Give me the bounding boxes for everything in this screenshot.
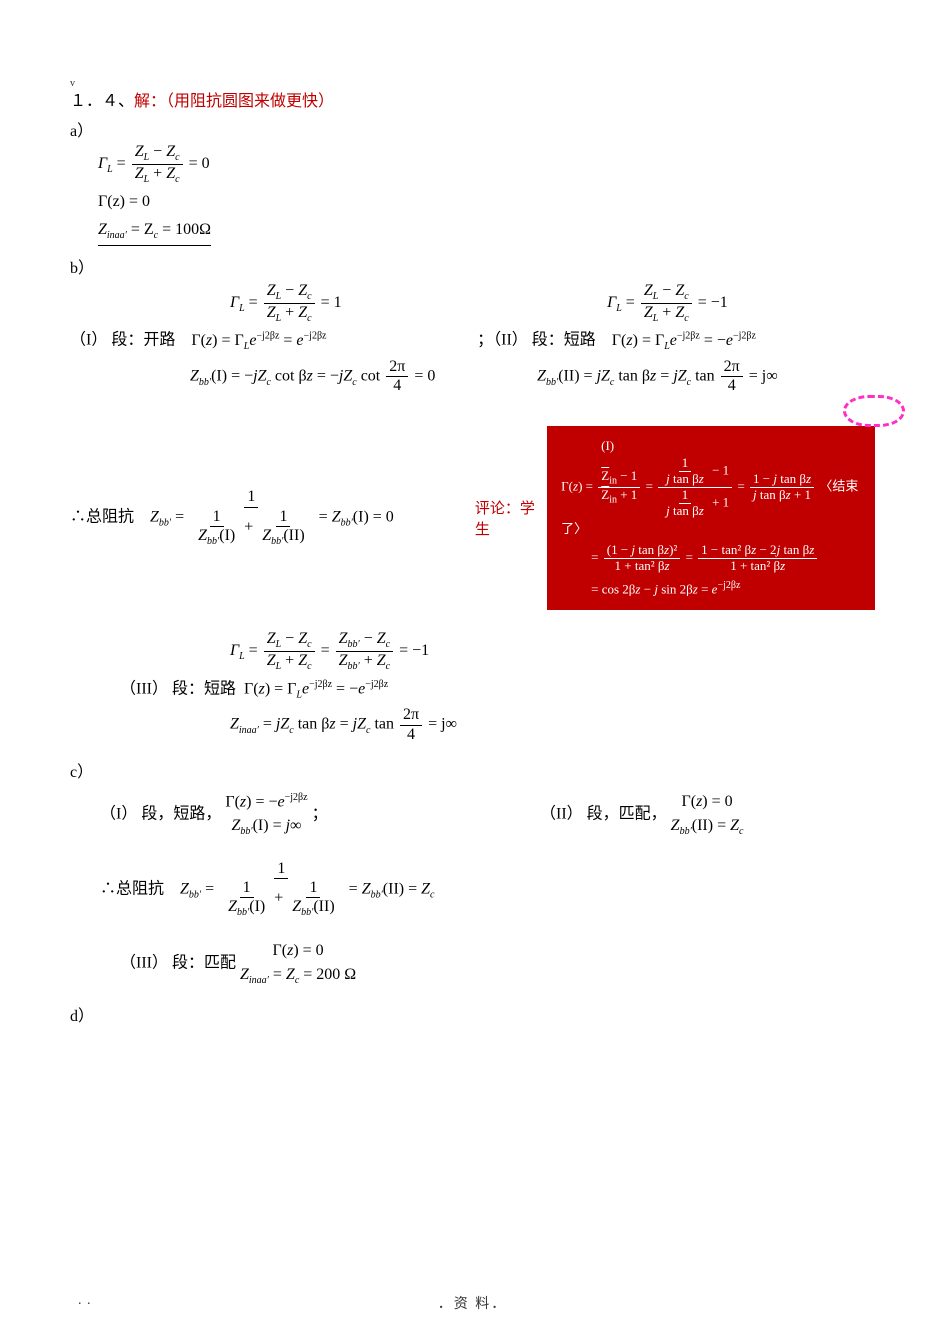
b-total-and-redbox-row: ∴总阻抗 Zbb′ = 1 1Zbb′(I) + 1Zbb′(II) = Zbb… <box>70 426 875 611</box>
b3-gammaL-rhs: = −1 <box>395 642 429 659</box>
b-short-zbb: Zbb′(II) = jZc tan βz = jZc tan 2π4 = j∞ <box>537 358 875 396</box>
cot-arg-den: 4 <box>390 377 404 395</box>
c-III: （III） 段：匹配 Γ(z) = 0 Zinaa′ = Zc = 200 Ω <box>120 939 875 988</box>
b-open-gz-row: （I） 段：开路 Γ(z) = ΓLe−j2βz = e−j2βz <box>70 328 477 354</box>
c-row1: （I） 段，短路， Γ(z) = −e−j2βz Zbb′(I) = j∞ ； … <box>70 790 875 840</box>
label-d: d） <box>70 1002 875 1026</box>
b-total-num: 1 <box>244 488 258 507</box>
part-b-open-col: ΓL = ZL − Zc ZL + Zc = 1 （I） 段：开路 Γ(z) =… <box>70 282 477 396</box>
page: v １．４、解：（用阻抗圆图来做更快） a） ΓL = ZL − Zc ZL +… <box>0 0 945 1337</box>
tan-arg-den: 4 <box>725 377 739 395</box>
label-a: a） <box>70 117 875 141</box>
part-a-eq2: Γ(z) = 0 <box>98 190 875 214</box>
b-short-gammaL: ΓL = ZL − Zc ZL + Zc = −1 <box>607 282 875 324</box>
c-I-label: （I） 段，短路， <box>100 805 221 822</box>
za-eq3-rhs: = 100Ω <box>158 221 211 238</box>
page-footer: . . ．资 料． <box>0 1293 945 1313</box>
b-open-gammaL: ΓL = ZL − Zc ZL + Zc = 1 <box>230 282 477 324</box>
b-short-zbb-tail: = j∞ <box>749 367 778 384</box>
part-a-eq1: ΓL = ZL − Zc ZL + Zc = 0 <box>98 143 875 185</box>
b-open-label: （I） 段：开路 <box>70 332 175 349</box>
c-I-semicolon: ； <box>312 805 328 822</box>
c-II-label: （II） 段，匹配， <box>540 805 667 822</box>
problem-header: １．４、解：（用阻抗圆图来做更快） <box>70 91 875 113</box>
cot-arg-num: 2π <box>386 358 408 377</box>
b3-zin: Zinaa′ = jZc tan βz = jZc tan 2π4 = j∞ <box>230 706 875 744</box>
redbox-line2: = (1 − j tan βz)² 1 + tan² βz = 1 − tan²… <box>591 543 861 574</box>
b-open-zbb-tail: = 0 <box>414 367 435 384</box>
hint-text: （用阻抗圆图来做更快） <box>166 93 334 110</box>
c-III-label: （III） 段：匹配 <box>120 954 236 971</box>
tan-arg-num: 2π <box>721 358 743 377</box>
b-short-gammaL-rhs: = −1 <box>694 294 728 311</box>
b-total-plus: + <box>244 518 257 535</box>
b-short-label: ；（II） 段：短路 <box>477 332 596 349</box>
c-total: ∴总阻抗 Zbb′ = 1 1Zbb′(I) + 1Zbb′(II) = Zbb… <box>100 860 875 919</box>
footer-center: ．资 料． <box>438 1297 508 1312</box>
solution-word: 解： <box>134 93 166 110</box>
label-b: b） <box>70 254 875 278</box>
b-total: ∴总阻抗 Zbb′ = 1 1Zbb′(I) + 1Zbb′(II) = Zbb… <box>70 488 475 547</box>
part-a-eq3: Zinaa′ = Zc = 100Ω <box>98 218 875 246</box>
redbox: (I) Γ(z) = Zin − 1 Zin + 1 = 1j tan βz −… <box>547 426 875 611</box>
b-open-gammaL-rhs: = 1 <box>317 294 342 311</box>
comment-and-redbox: 评论：学生 (I) Γ(z) = Zin − 1 Zin + 1 = 1j ta… <box>475 426 875 611</box>
c-II: （II） 段，匹配， Γ(z) = 0 Zbb′(II) = Zc <box>540 790 743 839</box>
footer-left: . . <box>78 1293 92 1309</box>
highlight-mark-icon <box>843 395 905 427</box>
za-eq3-mid: = Z <box>131 221 154 238</box>
c-therefore: ∴总阻抗 <box>100 880 164 897</box>
part-b-short-col: ΓL = ZL − Zc ZL + Zc = −1 ；（II） 段：短路 Γ(z… <box>477 282 875 396</box>
redbox-line3: = cos 2βz − j sin 2βz = e−j2βz <box>591 578 861 599</box>
b-short-gz-row: ；（II） 段：短路 Γ(z) = ΓLe−j2βz = −e−j2βz <box>477 328 875 354</box>
b3-zin-tail: = j∞ <box>428 716 457 733</box>
b3-gammaL: ΓL = ZL − Zc ZL + Zc = Zbb′ − Zc Zbb′ + … <box>230 630 875 672</box>
b3-label: （III） 段：短路 <box>120 680 236 697</box>
label-c: c） <box>70 758 875 782</box>
problem-number: １．４、 <box>70 93 134 110</box>
part-b-columns: ΓL = ZL − Zc ZL + Zc = 1 （I） 段：开路 Γ(z) =… <box>70 282 875 396</box>
redbox-line0: (I) <box>601 436 861 457</box>
page-small-mark: v <box>70 78 875 89</box>
c-I: （I） 段，短路， Γ(z) = −e−j2βz Zbb′(I) = j∞ ； <box>100 790 540 840</box>
redbox-line1: Γ(z) = Zin − 1 Zin + 1 = 1j tan βz − 1 1… <box>561 456 861 538</box>
b3-gz-row: （III） 段：短路 Γ(z) = ΓLe−j2βz = −e−j2βz <box>120 677 875 703</box>
therefore-label: ∴总阻抗 <box>70 509 134 526</box>
part-a-eq1-rhs: = 0 <box>185 155 210 172</box>
zin-sub: inaa′ <box>107 230 127 241</box>
comment-prefix: 评论：学生 <box>475 497 545 539</box>
b-open-zbb: Zbb′(I) = −jZc cot βz = −jZc cot 2π4 = 0 <box>190 358 477 396</box>
